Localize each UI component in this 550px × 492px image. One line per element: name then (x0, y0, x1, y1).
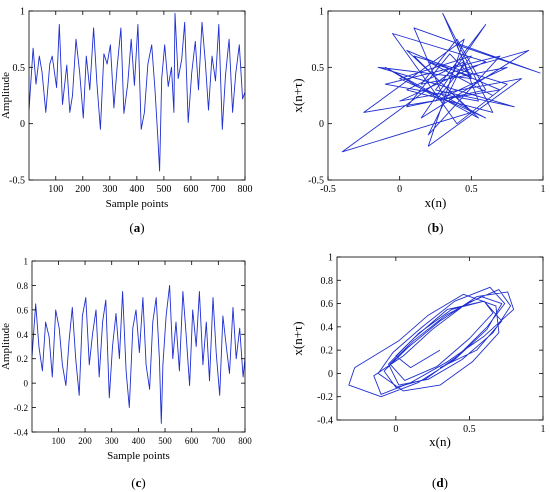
x-tick-label-a-6: 700 (210, 184, 225, 195)
caption-letter: b (432, 220, 439, 235)
x-tick-label-a-7: 800 (238, 184, 253, 195)
chart-b: -0.5 0 0.5 1 -0.5 0 0.5 1 x(n) x(n+τ) (b) (290, 7, 546, 236)
x-tick-label-c-6: 700 (212, 436, 226, 446)
y-tick-label-d-7: 1 (328, 253, 333, 264)
y-tick-label-b-0: -0.5 (308, 176, 324, 187)
panel-caption-d: (d) (432, 475, 448, 490)
x-tick-label-b-3: 1 (541, 184, 546, 195)
y-tick-label-c-0: -0.4 (14, 428, 29, 438)
x-tick-label-b-2: 0.5 (465, 184, 478, 195)
y-tick-label-b-2: 0.5 (312, 63, 325, 74)
x-tick-label-d-0: 0 (393, 424, 398, 435)
caption-open-paren: ( (129, 220, 133, 235)
series-line-a-0 (29, 12, 245, 172)
y-tick-label-d-2: 0 (328, 369, 333, 380)
x-tick-label-d-1: 0.5 (463, 424, 476, 435)
y-tick-label-c-3: 0.2 (17, 354, 28, 364)
y-tick-label-a-3: 1 (20, 7, 25, 18)
y-tick-label-d-4: 0.4 (321, 322, 334, 333)
x-tick-label-c-4: 500 (158, 436, 172, 446)
caption-close-paren: ) (439, 220, 443, 235)
x-tick-label-a-1: 200 (75, 184, 90, 195)
series-line-c-0 (32, 284, 245, 424)
y-tick-label-d-3: 0.2 (321, 346, 334, 357)
x-tick-label-c-5: 600 (185, 436, 199, 446)
y-tick-label-c-7: 1 (24, 257, 29, 267)
x-tick-label-d-2: 1 (541, 424, 546, 435)
x-tick-label-a-5: 600 (183, 184, 198, 195)
x-tick-label-c-0: 100 (52, 436, 66, 446)
x-axis-label-b: x(n) (425, 195, 447, 210)
y-axis-label-a: Amplitude (0, 72, 12, 119)
x-tick-label-a-0: 100 (48, 184, 63, 195)
y-tick-label-d-1: -0.2 (317, 392, 333, 403)
caption-open-paren: ( (131, 475, 135, 490)
series-line-d-0 (348, 286, 515, 398)
caption-close-paren: ) (140, 220, 144, 235)
y-tick-label-b-1: 0 (319, 119, 324, 130)
x-tick-label-c-7: 800 (238, 436, 252, 446)
caption-letter: c (136, 475, 142, 490)
panel-caption-c: (c) (131, 475, 145, 490)
x-tick-label-c-1: 200 (78, 436, 92, 446)
caption-letter: a (134, 220, 141, 235)
x-tick-label-a-4: 500 (156, 184, 171, 195)
y-tick-label-d-6: 0.8 (321, 276, 334, 287)
panel-caption-b: (b) (428, 220, 444, 235)
y-tick-label-a-0: -0.5 (9, 176, 25, 187)
chart-a: 100 200 300 400 500 600 700 800 -0.5 0 0.5 1 Sample … (0, 7, 253, 236)
caption-close-paren: ) (141, 475, 145, 490)
x-tick-label-c-2: 300 (105, 436, 119, 446)
y-tick-label-c-1: -0.2 (14, 403, 28, 413)
y-tick-label-c-6: 0.8 (17, 281, 29, 291)
y-axis-label-b: x(n+τ) (290, 78, 305, 112)
y-axis-label-c: Amplitude (0, 323, 12, 370)
y-tick-label-d-0: -0.4 (317, 416, 333, 427)
y-tick-label-b-3: 1 (319, 7, 324, 18)
chart-d: 0 0.5 1 -0.4 -0.2 0 0.2 0.4 0.6 0.8 1 x(n) x(n+τ) (d) (290, 253, 546, 491)
y-tick-label-c-5: 0.6 (17, 305, 29, 315)
x-tick-label-c-3: 400 (132, 436, 146, 446)
x-tick-label-a-2: 300 (102, 184, 117, 195)
y-tick-label-a-2: 0.5 (13, 63, 26, 74)
y-tick-label-d-5: 0.6 (321, 299, 334, 310)
plot-frame-b (327, 10, 544, 181)
panel-caption-a: (a) (129, 220, 144, 235)
x-tick-label-b-1: 0 (397, 184, 402, 195)
series-line-b-0 (341, 12, 541, 153)
caption-letter: d (436, 475, 444, 490)
y-tick-label-a-1: 0 (20, 119, 25, 130)
plot-frame-d (336, 256, 544, 421)
y-tick-label-c-4: 0.4 (17, 330, 29, 340)
chart-c: 100 200 300 400 500 600 700 800 -0.4 -0.2 0 0.2 0.4 0… (0, 257, 252, 491)
caption-close-paren: ) (444, 475, 448, 490)
caption-open-paren: ( (432, 475, 436, 490)
y-axis-label-d: x(n+τ) (290, 321, 305, 355)
x-axis-label-a: Sample points (106, 198, 169, 210)
y-tick-label-c-2: 0 (24, 379, 29, 389)
x-axis-label-d: x(n) (429, 434, 451, 449)
x-tick-label-a-3: 400 (129, 184, 144, 195)
x-tick-label-b-0: -0.5 (320, 184, 336, 195)
x-axis-label-c: Sample points (107, 450, 170, 462)
caption-open-paren: ( (428, 220, 432, 235)
